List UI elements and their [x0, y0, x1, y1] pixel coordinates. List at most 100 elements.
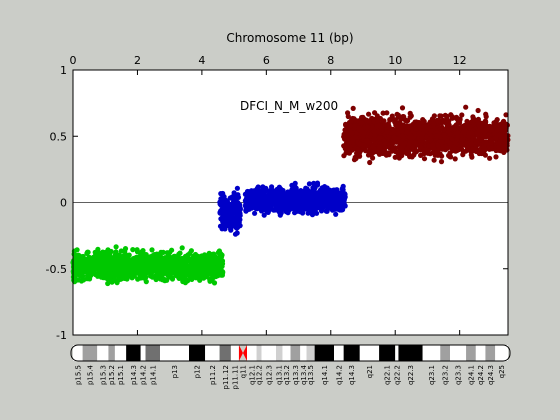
- data-point: [483, 122, 489, 129]
- data-point: [195, 253, 201, 259]
- data-point: [392, 154, 398, 160]
- data-point: [442, 144, 449, 150]
- data-point: [177, 266, 183, 273]
- data-point: [291, 188, 297, 194]
- data-point: [351, 116, 357, 122]
- ideogram-band: [300, 345, 307, 361]
- data-point: [230, 209, 237, 216]
- data-point: [333, 211, 339, 217]
- data-point: [206, 265, 212, 271]
- data-point: [272, 188, 278, 194]
- data-point: [406, 142, 412, 148]
- data-point: [386, 123, 392, 129]
- ideogram-band: [126, 345, 141, 361]
- data-point: [254, 185, 260, 192]
- data-point: [114, 280, 120, 286]
- data-point: [269, 202, 275, 208]
- data-point: [348, 123, 354, 129]
- data-point: [232, 231, 239, 237]
- ideogram-band: [485, 345, 496, 361]
- data-point: [295, 201, 301, 207]
- data-point: [134, 247, 140, 253]
- x-tick-label: 0: [70, 54, 77, 67]
- data-point: [352, 123, 358, 129]
- ideogram-band: [343, 345, 360, 361]
- band-label: q24.2: [477, 365, 485, 385]
- data-point: [427, 137, 434, 143]
- data-point: [407, 134, 413, 140]
- data-point: [399, 105, 406, 111]
- data-point: [335, 203, 342, 209]
- data-point: [496, 147, 502, 153]
- data-point: [334, 197, 340, 203]
- data-point: [376, 146, 382, 152]
- data-point: [416, 131, 422, 137]
- data-point: [492, 122, 499, 129]
- data-point: [404, 129, 410, 135]
- ideogram-band: [450, 345, 467, 361]
- data-point: [350, 138, 356, 144]
- ideogram-band: [73, 345, 83, 361]
- y-tick-label: -1: [56, 329, 67, 342]
- ideogram-band: [398, 345, 423, 361]
- data-point: [449, 114, 455, 120]
- data-point: [408, 113, 414, 119]
- data-point: [122, 248, 128, 254]
- data-point: [154, 267, 160, 273]
- data-point: [215, 258, 221, 264]
- data-point: [197, 257, 203, 263]
- data-point: [265, 202, 271, 208]
- data-point: [261, 192, 267, 198]
- data-point: [209, 259, 216, 265]
- data-point: [218, 196, 224, 202]
- data-point: [287, 204, 293, 210]
- data-point: [498, 134, 504, 140]
- data-point: [220, 269, 226, 275]
- data-point: [115, 254, 121, 260]
- data-point: [359, 115, 365, 121]
- data-point: [363, 138, 370, 144]
- data-point: [137, 275, 143, 281]
- ideogram-band: [256, 345, 262, 361]
- data-point: [390, 145, 397, 151]
- data-point: [202, 252, 208, 258]
- scatter-points: [70, 104, 511, 287]
- y-tick-label: 0.5: [50, 130, 68, 143]
- data-point: [112, 273, 118, 279]
- data-point: [166, 267, 172, 273]
- y-tick-label: 0: [60, 197, 67, 210]
- ideogram-band: [160, 345, 189, 361]
- ideogram-band: [306, 345, 315, 361]
- data-point: [280, 197, 287, 203]
- data-point: [419, 135, 425, 141]
- data-point: [169, 275, 175, 281]
- data-point: [286, 194, 292, 200]
- band-label: q14.3: [348, 365, 356, 385]
- data-point: [382, 141, 388, 147]
- data-point: [138, 270, 145, 276]
- data-point: [289, 182, 295, 188]
- data-point: [400, 141, 406, 147]
- data-point: [431, 157, 437, 163]
- data-point: [351, 157, 358, 163]
- ideogram-band: [219, 345, 231, 361]
- data-point: [143, 274, 149, 280]
- ideogram-band: [140, 345, 146, 361]
- data-point: [154, 272, 160, 278]
- data-point: [475, 107, 481, 114]
- data-point: [285, 200, 292, 206]
- data-point: [243, 197, 249, 203]
- ideogram-band: [334, 345, 344, 361]
- x-axis-ticks: 0 2 4 6 8 10 12: [70, 54, 467, 335]
- data-point: [199, 270, 205, 276]
- data-point: [377, 135, 383, 141]
- data-point: [394, 111, 400, 117]
- data-point: [182, 260, 188, 266]
- data-point: [81, 265, 87, 271]
- data-point: [353, 130, 359, 136]
- data-point: [493, 135, 499, 141]
- data-point: [433, 133, 439, 139]
- data-point: [248, 188, 255, 194]
- data-point: [358, 120, 364, 126]
- data-point: [449, 136, 455, 142]
